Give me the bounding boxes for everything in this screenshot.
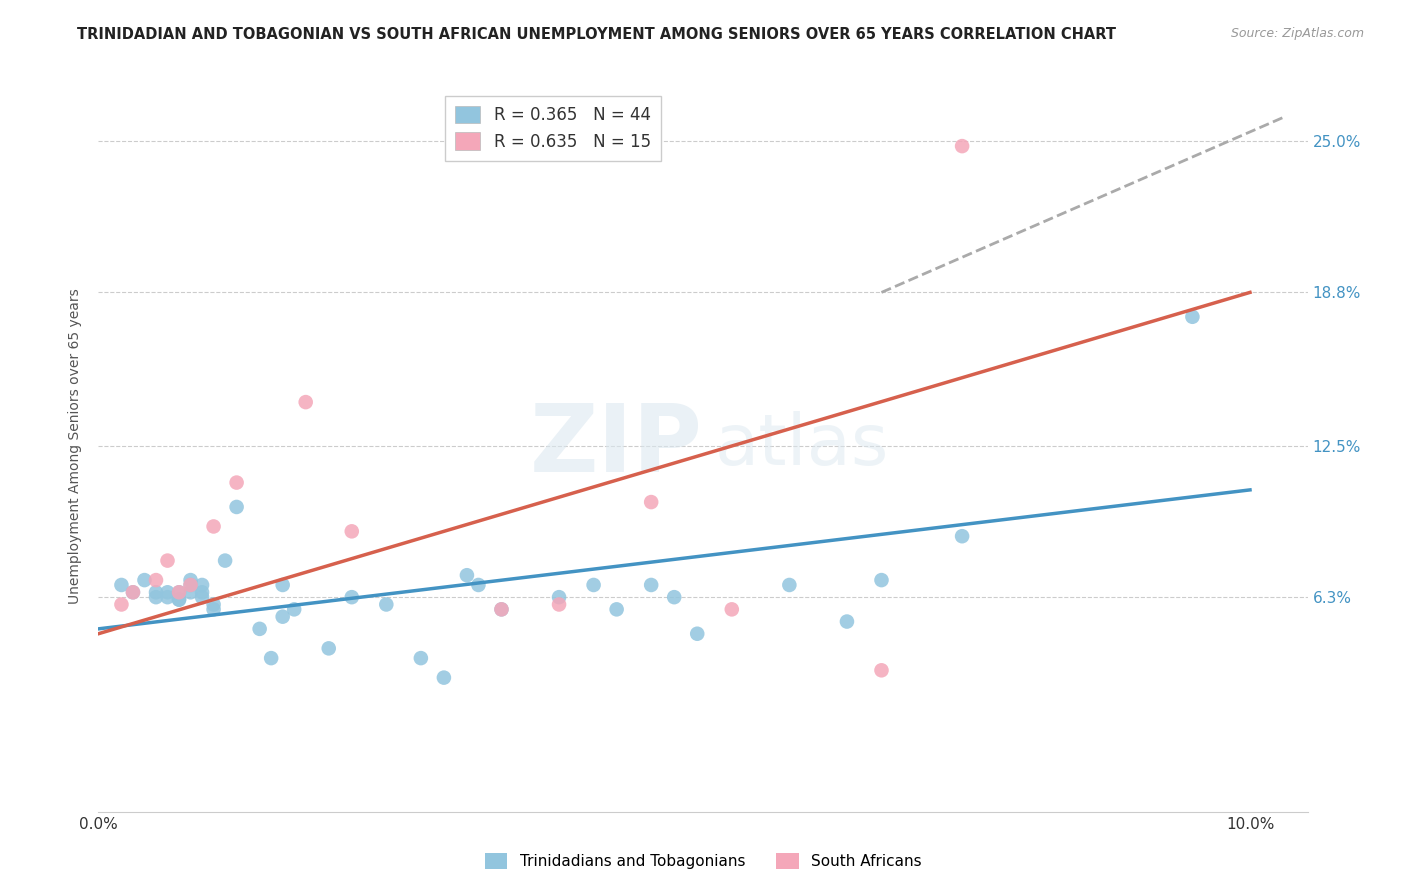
Point: [167, 592, 190, 607]
Point: [491, 602, 513, 616]
Point: [548, 598, 571, 612]
Legend: R = 0.365   N = 44, R = 0.635   N = 15: R = 0.365 N = 44, R = 0.635 N = 15: [446, 96, 661, 161]
Point: [202, 519, 225, 533]
Point: [283, 602, 305, 616]
Point: [180, 578, 202, 592]
Point: [950, 139, 973, 153]
Point: [167, 585, 190, 599]
Point: [491, 602, 513, 616]
Point: [271, 578, 294, 592]
Point: [191, 585, 214, 599]
Point: [835, 615, 858, 629]
Point: [271, 609, 294, 624]
Point: [225, 475, 247, 490]
Point: [294, 395, 316, 409]
Point: [664, 590, 686, 604]
Point: [145, 573, 167, 587]
Y-axis label: Unemployment Among Seniors over 65 years: Unemployment Among Seniors over 65 years: [69, 288, 83, 604]
Point: [1181, 310, 1204, 324]
Point: [202, 602, 225, 616]
Point: [249, 622, 271, 636]
Point: [582, 578, 605, 592]
Point: [640, 578, 662, 592]
Legend: Trinidadians and Tobagonians, South Africans: Trinidadians and Tobagonians, South Afri…: [478, 847, 928, 875]
Point: [156, 590, 179, 604]
Text: atlas: atlas: [716, 411, 890, 481]
Point: [110, 598, 132, 612]
Point: [870, 663, 893, 677]
Point: [214, 553, 236, 567]
Point: [145, 585, 167, 599]
Point: [318, 641, 340, 656]
Point: [202, 598, 225, 612]
Point: [456, 568, 478, 582]
Point: [180, 573, 202, 587]
Point: [467, 578, 489, 592]
Point: [548, 590, 571, 604]
Point: [686, 626, 709, 640]
Point: [640, 495, 662, 509]
Point: [122, 585, 145, 599]
Point: [260, 651, 283, 665]
Text: TRINIDADIAN AND TOBAGONIAN VS SOUTH AFRICAN UNEMPLOYMENT AMONG SENIORS OVER 65 Y: TRINIDADIAN AND TOBAGONIAN VS SOUTH AFRI…: [77, 27, 1116, 42]
Point: [145, 590, 167, 604]
Point: [340, 590, 363, 604]
Point: [156, 585, 179, 599]
Point: [134, 573, 156, 587]
Point: [720, 602, 742, 616]
Point: [167, 592, 190, 607]
Point: [340, 524, 363, 539]
Point: [180, 578, 202, 592]
Point: [122, 585, 145, 599]
Point: [606, 602, 628, 616]
Point: [110, 578, 132, 592]
Text: Source: ZipAtlas.com: Source: ZipAtlas.com: [1230, 27, 1364, 40]
Point: [180, 585, 202, 599]
Point: [167, 585, 190, 599]
Point: [433, 671, 456, 685]
Point: [950, 529, 973, 543]
Point: [375, 598, 398, 612]
Point: [870, 573, 893, 587]
Point: [409, 651, 432, 665]
Point: [225, 500, 247, 514]
Point: [191, 578, 214, 592]
Text: ZIP: ZIP: [530, 400, 703, 492]
Point: [191, 590, 214, 604]
Point: [778, 578, 800, 592]
Point: [156, 553, 179, 567]
